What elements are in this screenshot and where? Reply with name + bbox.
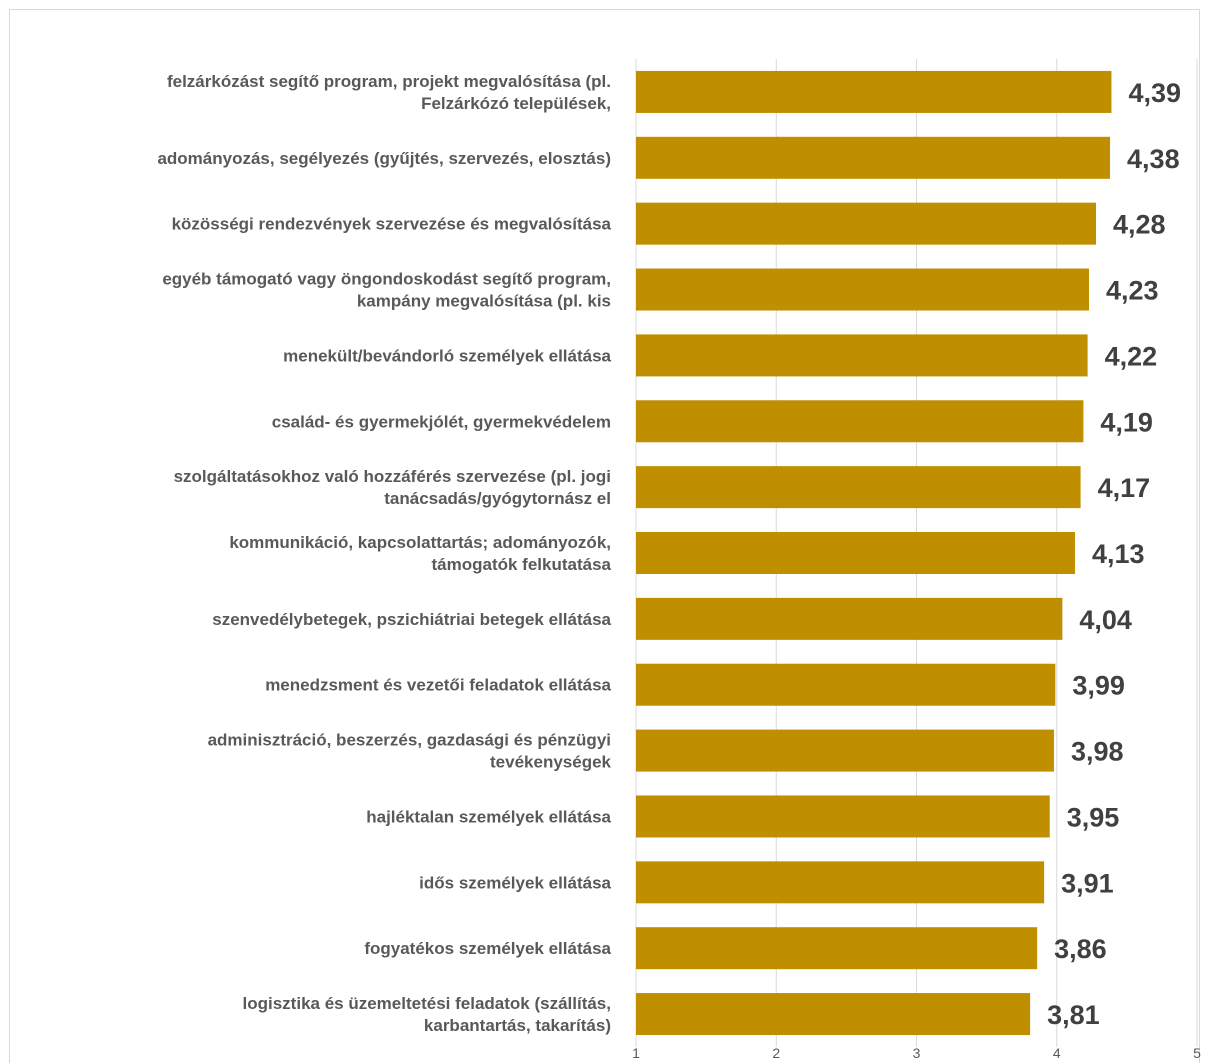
x-tick-label: 4 <box>1053 1045 1061 1061</box>
category-label: közösségi rendezvények szervezése és meg… <box>172 215 612 234</box>
chart-frame <box>9 9 1200 1063</box>
category-label: menedzsment és vezetői feladatok ellátás… <box>265 676 611 695</box>
category-label: egyéb támogató vagy öngondoskodást segít… <box>162 270 611 311</box>
bar <box>636 334 1088 377</box>
data-label: 3,86 <box>1054 934 1107 964</box>
bar <box>636 466 1081 509</box>
data-label: 4,19 <box>1100 407 1153 437</box>
bar <box>636 136 1111 179</box>
data-label: 3,95 <box>1067 802 1120 832</box>
category-label: szolgáltatásokhoz való hozzáférés szerve… <box>174 467 611 508</box>
data-label: 4,22 <box>1105 341 1158 371</box>
category-label: adminisztráció, beszerzés, gazdasági és … <box>208 731 612 772</box>
data-label: 4,04 <box>1079 605 1132 635</box>
category-label: idős személyek ellátása <box>419 873 611 892</box>
data-label: 4,28 <box>1113 210 1166 240</box>
bar <box>636 729 1054 772</box>
data-label: 3,99 <box>1072 671 1125 701</box>
bar <box>636 861 1045 904</box>
category-label: kommunikáció, kapcsolattartás; adományoz… <box>229 533 611 574</box>
category-label: család- és gyermekjólét, gyermekvédelem <box>272 412 611 431</box>
data-label: 3,91 <box>1061 868 1114 898</box>
category-label: hajléktalan személyek ellátása <box>366 807 611 826</box>
data-label: 3,98 <box>1071 737 1124 767</box>
data-label: 4,23 <box>1106 276 1159 306</box>
bar <box>636 400 1084 443</box>
category-label: felzárkózást segítő program, projekt meg… <box>167 72 611 113</box>
category-label: logisztika és üzemeltetési feladatok (sz… <box>243 994 611 1035</box>
category-label: adományozás, segélyezés (gyűjtés, szerve… <box>157 149 611 168</box>
data-label: 3,81 <box>1047 1000 1100 1030</box>
bar <box>636 993 1031 1036</box>
data-label: 4,17 <box>1098 473 1151 503</box>
category-label: menekült/bevándorló személyek ellátása <box>283 346 611 365</box>
x-tick-label: 5 <box>1193 1045 1201 1061</box>
bar <box>636 532 1075 574</box>
category-label: fogyatékos személyek ellátása <box>364 939 611 958</box>
category-labels: felzárkózást segítő program, projekt meg… <box>157 72 611 1035</box>
x-axis-ticks: 1 2 3 4 5 <box>632 1045 1201 1061</box>
data-label: 4,38 <box>1127 144 1180 174</box>
data-label: 4,13 <box>1092 539 1145 569</box>
bar <box>636 70 1112 113</box>
bar <box>636 268 1090 311</box>
data-label: 4,39 <box>1128 78 1181 108</box>
bars <box>636 70 1112 1036</box>
x-tick-label: 1 <box>632 1045 640 1061</box>
bar <box>636 663 1056 706</box>
category-label: szenvedélybetegek, pszichiátriai betegek… <box>212 610 611 629</box>
bar <box>636 927 1038 970</box>
bar <box>636 795 1050 838</box>
x-tick-label: 2 <box>772 1045 780 1061</box>
bar <box>636 597 1063 640</box>
x-tick-label: 3 <box>913 1045 921 1061</box>
value-labels: 4,39 4,38 4,28 4,23 4,22 4,19 4,17 4,13 4,04 3,99… <box>1047 78 1181 1030</box>
bar <box>636 202 1097 245</box>
